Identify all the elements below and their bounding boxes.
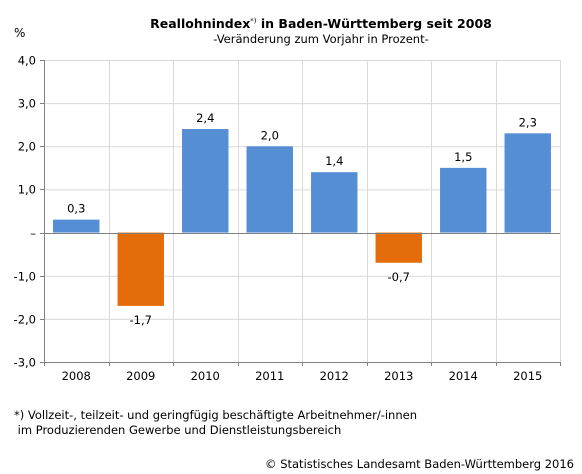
footnote-line-2: im Produzierenden Gewerbe und Dienstleis… [14,423,342,437]
x-tick-label-2014: 2014 [449,369,478,383]
value-labels: 0,3 -1,7 2,4 2,0 1,4 -0,7 1,5 2,3 [67,111,537,327]
bar-2011 [246,146,293,233]
source-credit: © Statistisches Landesamt Baden-Württemb… [265,457,574,471]
value-label-2010: 2,4 [196,111,214,125]
grid-lines [44,60,561,363]
chart-title: Reallohnindex*) in Baden-Württemberg sei… [150,16,492,31]
value-label-2011: 2,0 [261,128,279,142]
y-tick-label: -2,0 [14,313,36,327]
y-tick-label: – [30,227,36,241]
value-label-2015: 2,3 [519,115,537,129]
y-tick-label: 3,0 [18,97,36,111]
bar-2009 [117,232,164,306]
x-tick-label-2011: 2011 [255,369,284,383]
bar-2014 [440,167,487,233]
bar-2010 [182,129,229,233]
bar-2013 [375,232,422,263]
x-tick-label-2010: 2010 [191,369,220,383]
axes: 2008 2009 2010 2011 2012 2013 2014 2015 4,0 3,0 2,… [14,54,561,383]
footnote: *) Vollzeit-, teilzeit- und geringfügig … [14,408,417,438]
y-tick-label: -1,0 [14,270,36,284]
bar-2008 [53,219,100,233]
footnote-line-1: *) Vollzeit-, teilzeit- und geringfügig … [14,408,417,422]
value-label-2014: 1,5 [454,150,472,164]
y-tick-label: 4,0 [18,54,36,68]
value-label-2013: -0,7 [388,270,410,284]
value-label-2012: 1,4 [325,154,343,168]
y-axis-unit-label: % [14,26,26,40]
bar-2015 [504,133,551,233]
x-tick-label-2012: 2012 [320,369,349,383]
bars [53,129,551,306]
x-tick-label-2009: 2009 [126,369,155,383]
y-tick-label: 1,0 [18,183,36,197]
value-label-2008: 0,3 [67,202,85,216]
x-tick-label-2008: 2008 [62,369,91,383]
x-tick-label-2015: 2015 [513,369,542,383]
y-tick-label: 2,0 [18,140,36,154]
x-tick-label-2013: 2013 [384,369,413,383]
value-label-2009: -1,7 [130,313,152,327]
bar-2012 [311,172,358,233]
y-tick-label: -3,0 [14,356,36,370]
chart-subtitle: -Veränderung zum Vorjahr in Prozent- [213,32,429,46]
